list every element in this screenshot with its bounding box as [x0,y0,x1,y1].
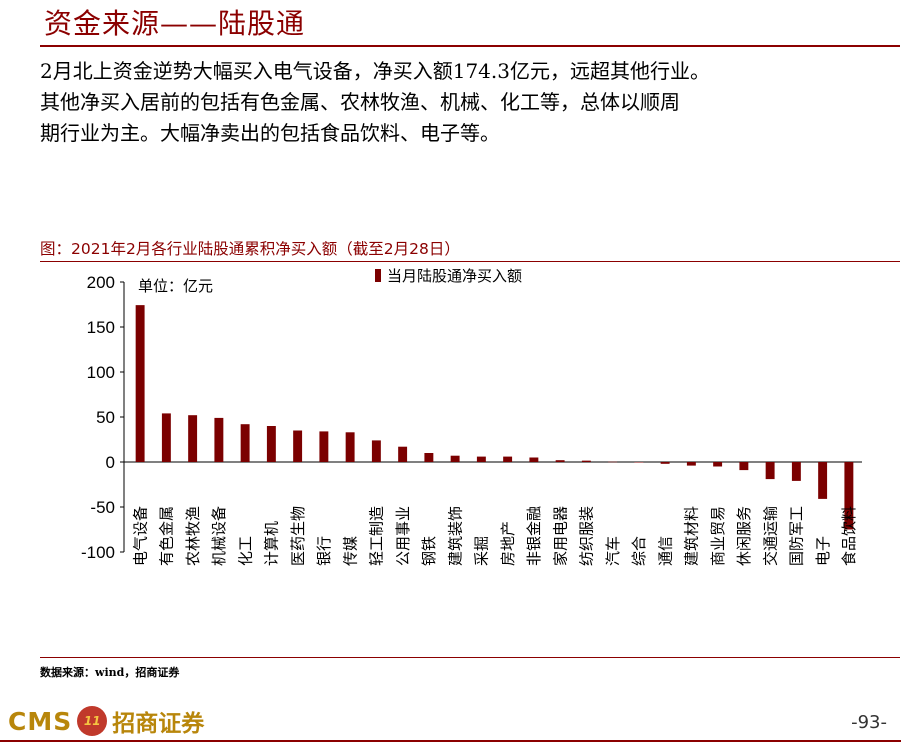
bar-19 [608,461,618,463]
x-tick-label-28: 食品饮料 [840,506,858,566]
x-tick-label-2: 有色金属 [158,506,176,566]
x-tick-label-7: 医药生物 [289,506,307,566]
x-tick-label-4: 机械设备 [210,506,228,566]
x-tick-label-22: 建筑材料 [683,506,701,566]
bar-25 [765,462,775,480]
bar-27 [818,462,828,499]
x-tick-label-3: 农林牧渔 [184,506,202,566]
summary-line-1: 2月北上资金逆势大幅买入电气设备，净买入额174.3亿元，远超其他行业。 [40,59,710,83]
bar-5 [240,424,250,462]
data-source: 数据来源：wind，招商证券 [40,666,180,679]
x-tick-label-20: 综合 [630,536,648,566]
logo-cms-text: CMS [8,706,73,736]
figure-rule-top [40,261,900,262]
summary-line-3: 期行业为主。大幅净卖出的包括食品饮料、电子等。 [40,121,500,145]
figure-caption: 图：2021年2月各行业陆股通累积净买入额（截至2月28日） [40,240,460,258]
bar-2 [161,413,171,462]
x-tick-label-5: 化工 [236,536,254,566]
bar-11 [398,446,408,462]
y-tick-label: 0 [106,453,115,472]
x-tick-label-15: 房地产 [499,521,517,566]
bar-20 [634,462,644,463]
bar-22 [686,462,696,466]
legend-swatch [375,269,381,282]
bar-4 [214,417,224,462]
x-tick-label-25: 交通运输 [761,506,779,566]
bar-28 [844,462,854,530]
bar-14 [476,456,486,462]
bar-26 [791,462,801,481]
x-tick-label-27: 电子 [814,536,832,566]
footer-rule [0,740,901,742]
logo-mark-icon: 11 [77,706,108,736]
y-tick-label: -100 [81,543,115,562]
y-tick-label: 200 [87,273,115,292]
bar-18 [581,460,591,462]
x-tick-label-8: 银行 [315,536,333,566]
x-labels-group: 电气设备 有色金属 农林牧渔 机械设备 化工 计算机 医药生物 银行 传媒 轻工制造 公用事业 钢铁建… [131,506,858,566]
summary-line-2: 其他净买入居前的包括有色金属、农林牧渔、机械、化工等，总体以顺周 [40,90,680,114]
y-axis: 200 150 100 50 0 -50 -100 [81,273,862,562]
y-tick-label: -50 [90,498,115,517]
page-number: -93- [851,712,887,733]
logo-company-name: 招商证券 [112,710,205,737]
x-tick-label-1: 电气设备 [131,506,149,566]
bar-6 [266,426,276,462]
x-tick-label-6: 计算机 [263,521,281,566]
unit-label: 单位：亿元 [138,277,213,295]
bar-8 [319,431,329,462]
bar-10 [371,440,381,462]
bar-7 [293,430,303,462]
x-tick-label-26: 国防军工 [788,506,806,566]
bar-24 [739,462,749,471]
x-tick-label-11: 公用事业 [394,506,412,566]
bar-21 [660,462,670,464]
bar-15 [503,456,513,462]
bars-group [135,305,854,530]
bar-1 [135,305,145,462]
summary-paragraph: 2月北上资金逆势大幅买入电气设备，净买入额174.3亿元，远超其他行业。 其他净… [40,56,898,149]
bar-13 [450,455,460,462]
x-tick-label-19: 汽车 [604,536,622,566]
y-tick-label: 150 [87,318,115,337]
company-logo: CMS 11 招商证券 [8,704,204,738]
x-tick-label-10: 轻工制造 [368,506,386,566]
x-tick-label-16: 非银金融 [525,506,543,566]
x-tick-label-17: 家用电器 [551,506,569,566]
x-tick-label-24: 休闲服务 [735,506,753,566]
bar-9 [345,432,355,462]
x-tick-label-14: 采掘 [473,536,491,566]
bar-16 [529,457,539,462]
bar-12 [424,453,434,462]
bar-3 [188,415,198,462]
title-rule [40,45,900,47]
x-tick-label-12: 钢铁 [420,536,438,566]
x-tick-label-13: 建筑装饰 [446,506,464,566]
y-tick-label: 50 [96,408,115,427]
x-tick-label-18: 纺织服装 [578,506,596,566]
figure-rule-bottom [40,657,900,658]
bar-chart: 200 150 100 50 0 -50 -100 电气设备 有色金属 农林牧渔 机械设备 化工 计算… [81,267,862,566]
bar-17 [555,460,565,462]
x-tick-label-9: 传媒 [341,536,359,566]
x-tick-label-21: 通信 [656,536,674,566]
bar-23 [713,462,723,467]
y-tick-label: 100 [87,363,115,382]
x-tick-label-23: 商业贸易 [709,506,727,566]
legend-label: 当月陆股通净买入额 [387,267,522,285]
page-title: 资金来源——陆股通 [44,7,306,40]
